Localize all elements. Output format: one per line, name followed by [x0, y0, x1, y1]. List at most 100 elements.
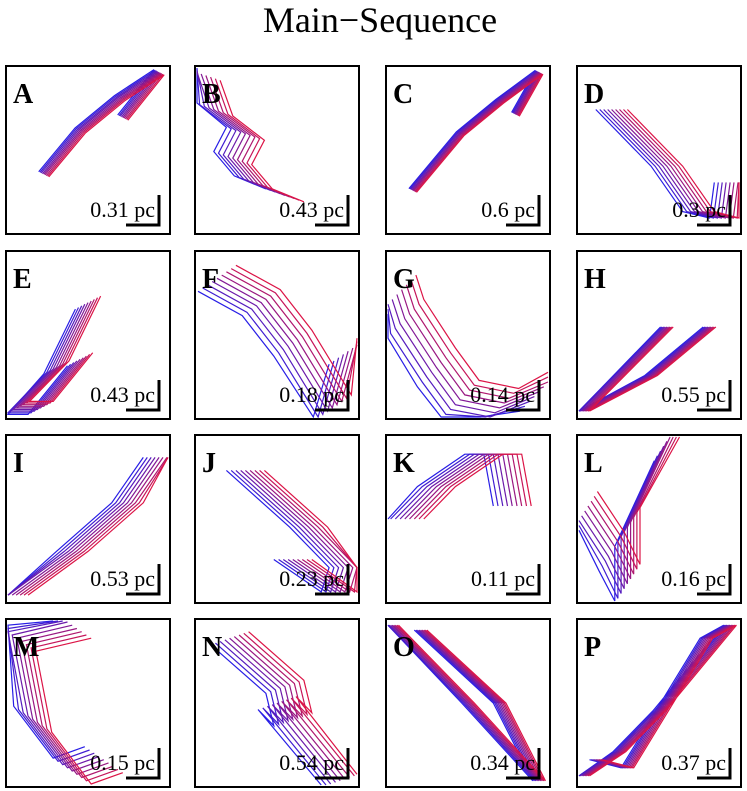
trajectory	[626, 109, 740, 219]
trajectory	[391, 624, 540, 782]
scale-label: 0.14 pc	[470, 382, 535, 407]
trajectory	[578, 455, 658, 599]
trajectory	[418, 453, 528, 520]
trajectory	[7, 457, 152, 596]
trajectory	[7, 457, 156, 596]
trajectory	[23, 457, 169, 596]
trajectory	[619, 109, 739, 219]
trajectory	[585, 326, 714, 412]
panel: L 0.16 pc	[576, 434, 742, 604]
trajectory	[611, 109, 731, 219]
trajectory	[390, 453, 499, 520]
trajectory	[412, 71, 540, 191]
trajectory	[582, 326, 710, 412]
scale-bar	[126, 748, 161, 780]
scale-bar	[697, 564, 732, 596]
scale-label: 0.54 pc	[279, 750, 344, 775]
panel-frame	[385, 65, 551, 235]
trajectory	[6, 307, 80, 414]
scale-bar	[126, 195, 161, 227]
scale-bar	[315, 380, 350, 412]
trajectory	[9, 305, 83, 412]
scale-bar	[126, 564, 161, 596]
panel-frame	[576, 250, 742, 420]
panel: F 0.18 pc	[194, 250, 360, 420]
trajectory	[249, 469, 354, 593]
trajectory	[387, 624, 535, 782]
panel-label: C	[393, 79, 413, 110]
panel: P 0.37 pc	[576, 618, 742, 788]
trajectory	[225, 469, 330, 593]
trajectory	[7, 457, 148, 596]
trajectory	[16, 624, 105, 772]
panel-frame	[194, 434, 360, 604]
scale-bar	[697, 195, 732, 227]
trajectory	[27, 457, 169, 596]
trajectory	[6, 308, 76, 415]
panel-frame	[5, 250, 171, 420]
scale-bar	[506, 380, 541, 412]
trajectory	[415, 274, 549, 390]
trajectory	[416, 73, 544, 193]
scale-bar	[126, 380, 161, 412]
panel-frame	[385, 250, 551, 420]
trajectory	[603, 109, 723, 219]
trajectory	[390, 624, 539, 782]
trajectory	[263, 469, 358, 594]
scale-bar	[315, 195, 350, 227]
trajectory	[405, 284, 549, 399]
trajectory	[25, 631, 114, 779]
trajectory	[387, 304, 530, 418]
scale-label: 0.18 pc	[279, 382, 344, 407]
trajectory	[413, 72, 541, 192]
trajectory	[423, 453, 532, 520]
trajectory	[391, 299, 535, 414]
panel-label: J	[202, 448, 216, 479]
trajectory	[590, 436, 674, 575]
trajectory	[210, 644, 322, 786]
trajectory	[596, 436, 681, 565]
panel-label: F	[202, 264, 219, 295]
trajectory	[240, 469, 345, 593]
panel-label: I	[13, 448, 24, 479]
panel-label: M	[13, 632, 39, 663]
panel: K 0.11 pc	[385, 434, 551, 604]
trajectory	[7, 457, 144, 596]
trajectory	[214, 78, 300, 201]
trajectory	[587, 436, 671, 580]
trajectory	[387, 309, 526, 418]
panel-label: L	[584, 448, 603, 479]
trajectory	[388, 624, 537, 782]
scale-label: 0.37 pc	[661, 750, 726, 775]
scale-label: 0.31 pc	[90, 197, 155, 222]
scale-label: 0.23 pc	[279, 566, 344, 591]
panel-label: A	[13, 79, 34, 110]
scale-bar	[697, 380, 732, 412]
panel-frame	[576, 65, 742, 235]
trajectory	[410, 70, 538, 190]
trajectory	[587, 326, 715, 412]
panel-frame	[576, 618, 742, 788]
trajectory	[21, 299, 95, 406]
trajectory	[19, 457, 168, 596]
trajectory	[599, 109, 719, 219]
trajectory	[230, 469, 335, 593]
panel-label: H	[584, 264, 606, 295]
trajectory	[415, 73, 543, 193]
trajectory	[20, 627, 109, 776]
trajectory	[401, 289, 545, 404]
scale-label: 0.16 pc	[661, 566, 726, 591]
panel-label: D	[584, 79, 604, 110]
panel: N 0.54 pc	[194, 618, 360, 788]
panel: M 0.15 pc	[5, 618, 171, 788]
trajectory	[45, 72, 163, 176]
scale-label: 0.3 pc	[672, 197, 726, 222]
trajectory	[43, 71, 160, 175]
trajectory	[623, 109, 740, 219]
trajectory	[584, 440, 668, 585]
panel-frame	[385, 618, 551, 788]
scale-label: 0.43 pc	[90, 382, 155, 407]
trajectory	[593, 436, 677, 570]
panel: A 0.31 pc	[5, 65, 171, 235]
